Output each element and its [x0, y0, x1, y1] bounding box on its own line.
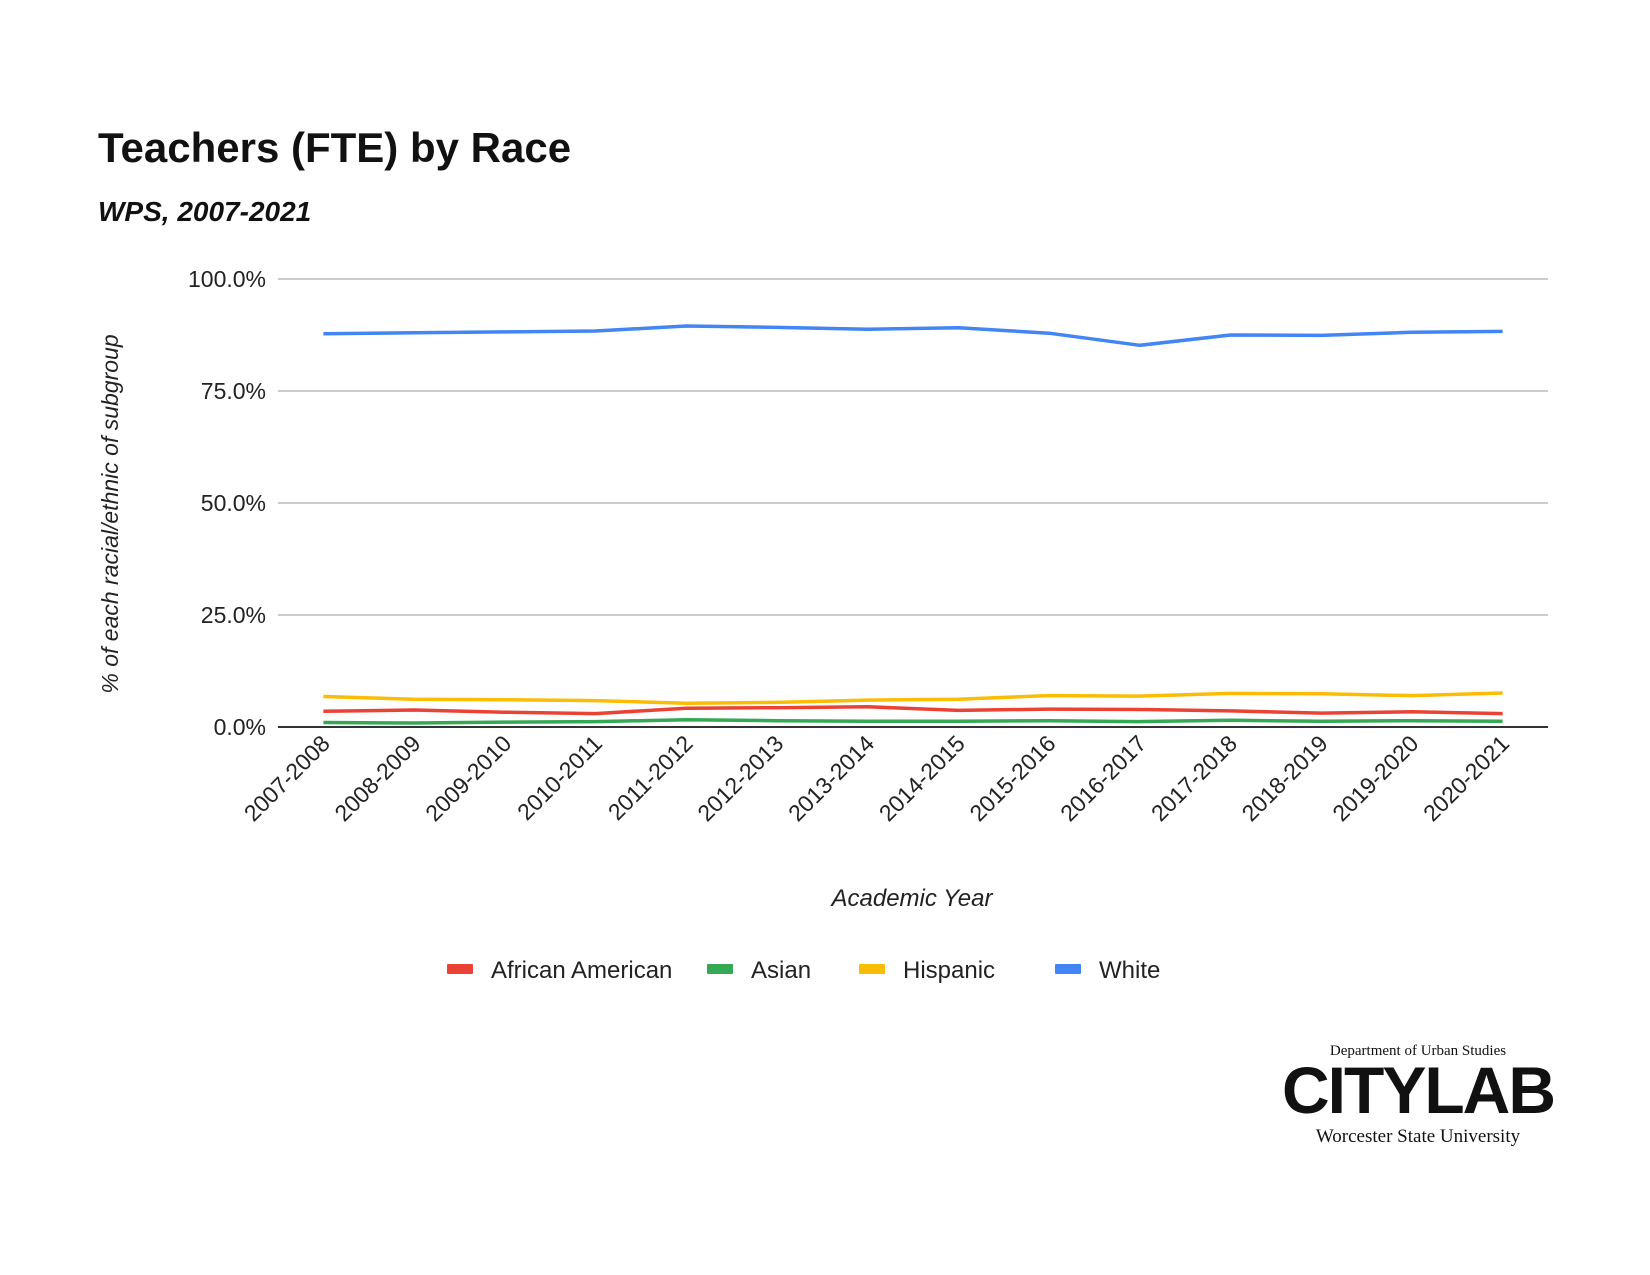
logo-wordmark: CITYLAB — [1282, 1053, 1556, 1127]
legend-swatch — [447, 964, 473, 974]
citylab-logo: Department of Urban Studies CITYLAB Worc… — [1268, 1043, 1568, 1153]
chart-subtitle: WPS, 2007-2021 — [98, 196, 312, 227]
y-tick-label: 0.0% — [214, 714, 266, 740]
series-line-white — [323, 324, 1503, 348]
x-tick-label: 2011-2012 — [603, 730, 698, 825]
chart-title: Teachers (FTE) by Race — [98, 124, 572, 171]
series-line-african-american — [323, 705, 1503, 716]
x-tick-label: 2017-2018 — [1146, 730, 1242, 826]
legend-swatch — [707, 964, 733, 974]
logo-dept-text: Department of Urban Studies — [1329, 1043, 1507, 1059]
y-tick-label: 50.0% — [201, 490, 266, 516]
x-axis-label: Academic Year — [830, 885, 994, 912]
series-line-hispanic — [323, 691, 1503, 706]
legend-item: Asian — [707, 957, 811, 984]
y-tick-label: 100.0% — [188, 266, 266, 292]
x-tick-label: 2012-2013 — [692, 730, 788, 826]
legend-label: White — [1099, 957, 1160, 984]
logo-university-text: Worcester State University — [1315, 1126, 1521, 1147]
y-tick-label: 75.0% — [201, 378, 266, 404]
series-line-asian — [323, 718, 1503, 725]
legend-item: African American — [447, 957, 672, 984]
legend-label: Hispanic — [903, 957, 995, 984]
x-tick-label: 2007-2008 — [239, 730, 335, 826]
y-axis-label: % of each racial/ethnic of subgroup — [97, 334, 123, 693]
legend-item: Hispanic — [859, 957, 995, 984]
x-tick-label: 2019-2020 — [1327, 730, 1423, 826]
y-tick-label: 25.0% — [201, 602, 266, 628]
legend-item: White — [1055, 957, 1160, 984]
x-tick-label: 2013-2014 — [783, 730, 879, 826]
legend-swatch — [859, 964, 885, 974]
x-tick-label: 2010-2011 — [512, 730, 607, 825]
x-tick-label: 2009-2010 — [420, 730, 516, 826]
legend-label: African American — [491, 957, 672, 984]
x-tick-label: 2018-2019 — [1237, 730, 1333, 826]
x-tick-label: 2020-2021 — [1418, 730, 1514, 826]
legend-swatch — [1055, 964, 1081, 974]
legend-label: Asian — [751, 957, 811, 984]
x-tick-label: 2008-2009 — [329, 730, 425, 826]
x-tick-label: 2016-2017 — [1055, 730, 1151, 826]
x-tick-label: 2015-2016 — [964, 730, 1060, 826]
x-tick-label: 2014-2015 — [874, 730, 970, 826]
